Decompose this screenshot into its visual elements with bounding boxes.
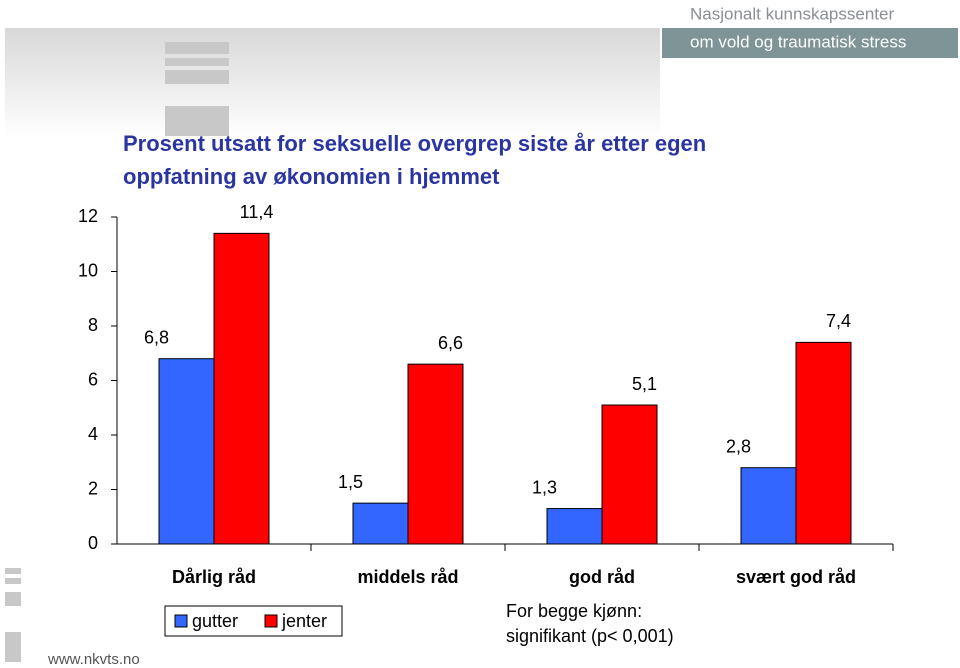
bar (407, 363, 464, 545)
bar (740, 467, 797, 545)
data-label: 5,1 (632, 374, 657, 394)
org-subtitle: om vold og traumatisk stress (690, 32, 906, 51)
x-tick-label: god råd (569, 567, 635, 587)
legend (164, 605, 343, 637)
org-name: Nasjonalt kunnskapssenter (690, 4, 894, 23)
bar (795, 341, 852, 545)
data-label: 2,8 (726, 436, 751, 456)
y-tick-label: 10 (78, 260, 98, 280)
chart-title: oppfatning av økonomien i hjemmet (123, 164, 500, 189)
y-tick-label: 12 (78, 206, 98, 226)
data-label: 7,4 (826, 311, 851, 331)
header-band (5, 28, 660, 138)
y-tick-label: 0 (88, 533, 98, 553)
decor (5, 42, 229, 662)
bar (213, 232, 270, 545)
y-tick-label: 8 (88, 315, 98, 335)
x-tick-label: middels råd (357, 567, 458, 587)
url: www.nkvts.no (47, 651, 140, 668)
legend-swatch (264, 614, 278, 628)
data-label: 1,5 (338, 472, 363, 492)
data-label: 1,3 (532, 477, 557, 497)
annotation: signifikant (p< 0,001) (506, 626, 674, 646)
legend-label: gutter (192, 611, 238, 631)
logo-box (662, 28, 958, 58)
y-tick-label: 2 (88, 478, 98, 498)
y-tick-label: 6 (88, 369, 98, 389)
bar (601, 404, 658, 545)
data-label: 6,8 (144, 327, 169, 347)
legend-label: jenter (281, 611, 327, 631)
data-label: 11,4 (240, 202, 274, 222)
x-tick-label: svært god råd (736, 567, 856, 587)
bar (352, 502, 409, 545)
y-tick-label: 4 (88, 424, 98, 444)
bar (158, 358, 215, 545)
legend-swatch (174, 614, 188, 628)
chart-title: Prosent utsatt for seksuelle overgrep si… (123, 131, 706, 156)
data-label: 6,6 (438, 333, 463, 353)
x-tick-label: Dårlig råd (172, 567, 256, 587)
bar (546, 508, 603, 545)
annotation: For begge kjønn: (506, 601, 642, 621)
